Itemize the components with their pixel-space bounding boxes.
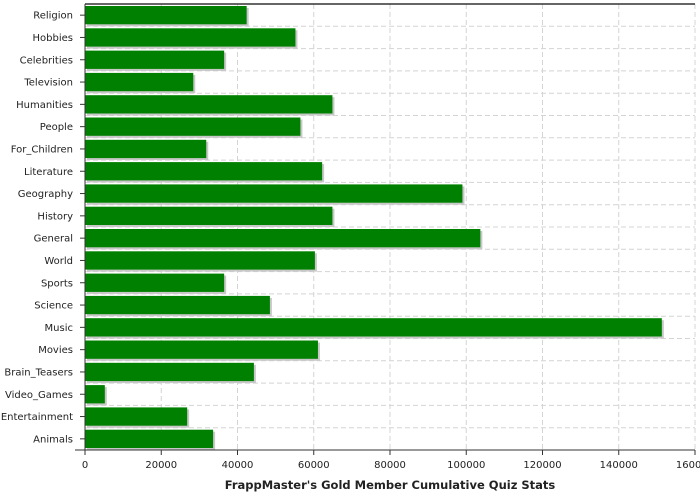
y-tick-label: Celebrities	[20, 55, 73, 66]
x-axis-label: FrappMaster's Gold Member Cumulative Qui…	[225, 478, 556, 492]
bar-history	[85, 206, 333, 225]
y-tick-label: World	[44, 256, 73, 267]
y-tick-label: Geography	[18, 189, 73, 200]
axes: 0 20000 40000 60000 80000 100000 120000 140000 1…	[1, 3, 700, 471]
y-tick-label: Music	[45, 323, 73, 334]
bar-brain_teasers	[85, 362, 254, 382]
bars	[85, 6, 664, 450]
bar-world	[85, 251, 315, 270]
bar-humanities	[85, 95, 333, 114]
bar-movies	[85, 340, 318, 359]
bar-entertainment	[85, 407, 188, 426]
bar-for_children	[85, 139, 207, 159]
bar-hobbies	[85, 28, 296, 47]
y-tick-label: Literature	[24, 167, 73, 178]
y-tick-label: Hobbies	[33, 33, 73, 44]
x-tick-label: 120000	[523, 460, 561, 471]
y-tick-label: Video_Games	[5, 390, 73, 401]
x-tick-label: 80000	[374, 460, 406, 471]
y-tick-label: People	[40, 122, 73, 133]
bar-television	[85, 72, 194, 92]
y-tick-label: Religion	[33, 11, 73, 22]
bar-animals	[85, 429, 214, 448]
grid	[85, 4, 696, 450]
y-tick-label: Humanities	[16, 100, 73, 111]
x-tick-label: 60000	[298, 460, 330, 471]
y-tick-label: General	[34, 234, 73, 245]
bar-geography	[85, 184, 463, 203]
bar-people	[85, 117, 301, 136]
y-tick-label: Animals	[33, 434, 73, 445]
bar-video_games	[85, 385, 105, 404]
x-tick-label: 0	[82, 460, 88, 471]
bar-sports	[85, 273, 225, 292]
bar-science	[85, 295, 270, 315]
x-tick-label: 140000	[600, 460, 638, 471]
y-tick-label: Movies	[38, 345, 73, 356]
x-tick-label: 20000	[145, 460, 177, 471]
y-tick-label: Entertainment	[1, 412, 73, 423]
y-tick-label: History	[37, 211, 73, 222]
y-tick-label: Sports	[41, 278, 73, 289]
x-tick-label: 40000	[222, 460, 254, 471]
bar-religion	[85, 6, 247, 25]
y-tick-label: Brain_Teasers	[4, 367, 73, 378]
y-tick-label: For_Children	[11, 144, 73, 155]
y-tick-label: Science	[34, 301, 73, 312]
x-tick-label: 100000	[447, 460, 485, 471]
bar-music	[85, 318, 662, 337]
y-tick-label: Television	[23, 78, 73, 89]
bar-celebrities	[85, 50, 225, 69]
x-tick-label: 160000	[676, 460, 700, 471]
bar-general	[85, 229, 481, 248]
bar-literature	[85, 162, 323, 181]
